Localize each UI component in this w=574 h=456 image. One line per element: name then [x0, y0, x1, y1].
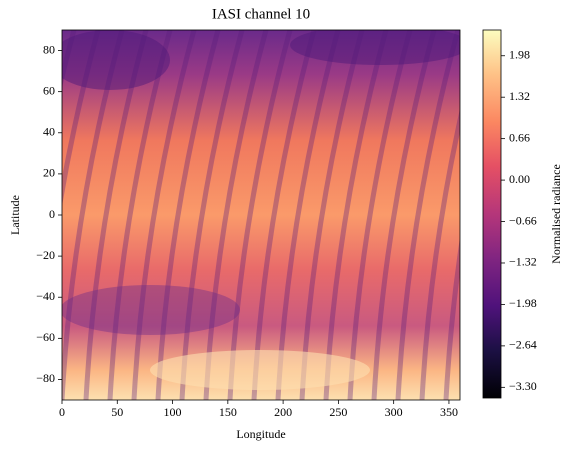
colorbar-tick-label: 0.66: [509, 130, 530, 144]
y-tick-label: −20: [36, 248, 55, 262]
swath-stripe: [443, 237, 460, 400]
colorbar: [482, 29, 502, 399]
cold-region: [62, 285, 240, 335]
y-tick-label: 60: [43, 83, 55, 97]
swath-stripe: [419, 108, 460, 400]
y-tick-label: −60: [36, 330, 55, 344]
y-tick-label: 0: [49, 207, 55, 221]
x-tick-label: 0: [59, 405, 65, 419]
x-axis-label: Longitude: [236, 427, 285, 441]
cold-region: [290, 30, 460, 65]
swath-stripe: [299, 30, 365, 400]
x-tick-label: 300: [385, 405, 403, 419]
swath-stripe: [0, 30, 2, 400]
y-tick-label: −80: [36, 371, 55, 385]
swath-stripe: [155, 30, 221, 400]
x-tick-label: 50: [111, 405, 123, 419]
x-tick-label: 200: [274, 405, 292, 419]
y-tick-label: 40: [43, 125, 55, 139]
chart-title: IASI channel 10: [212, 6, 310, 22]
swath-stripe: [131, 30, 197, 400]
x-tick-label: 250: [329, 405, 347, 419]
swath-stripe: [395, 30, 460, 400]
cold-region: [62, 30, 170, 90]
colorbar-tick-label: −0.66: [509, 213, 537, 227]
y-tick-label: 80: [43, 42, 55, 56]
swath-stripe: [371, 30, 437, 400]
y-axis-label: Latitude: [8, 195, 22, 235]
x-tick-label: 150: [219, 405, 237, 419]
y-tick-label: −40: [36, 289, 55, 303]
swath-stripe: [323, 30, 389, 400]
colorbar-tick-label: 1.32: [509, 89, 530, 103]
x-tick-label: 350: [440, 405, 458, 419]
x-tick-label: 100: [164, 405, 182, 419]
swath-stripe: [347, 30, 413, 400]
colorbar-tick-label: −2.64: [509, 338, 537, 352]
colorbar-label: Normalised radiance: [549, 164, 563, 264]
swath-stripe: [179, 30, 245, 400]
swath-stripe: [566, 30, 574, 400]
swath-stripe: [203, 30, 269, 400]
colorbar-tick-label: −3.30: [509, 379, 537, 393]
swath-stripe: [107, 30, 173, 400]
colorbar-tick-label: −1.32: [509, 255, 537, 269]
colorbar-tick-label: −1.98: [509, 296, 537, 310]
colorbar-tick-label: 1.98: [509, 47, 530, 61]
map-image: [0, 30, 574, 400]
y-tick-label: 20: [43, 166, 55, 180]
warm-region: [150, 350, 370, 390]
colorbar-tick-label: 0.00: [509, 172, 530, 186]
